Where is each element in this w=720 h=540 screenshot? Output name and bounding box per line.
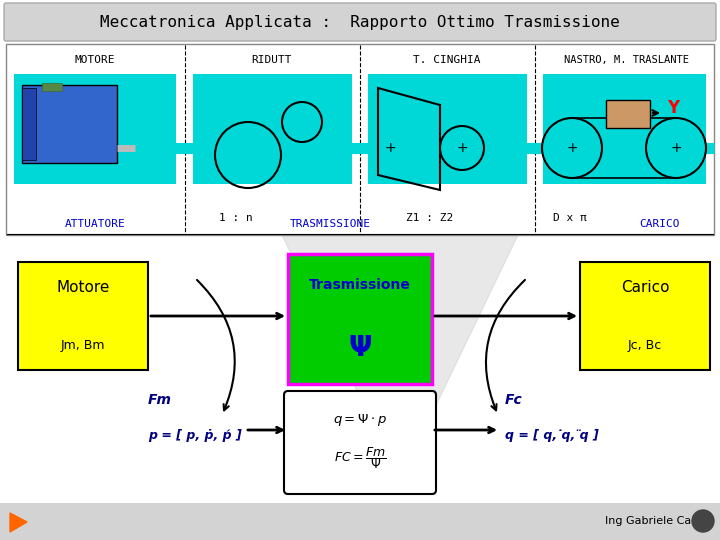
Text: D x π: D x π bbox=[553, 213, 587, 223]
Polygon shape bbox=[10, 513, 27, 532]
FancyBboxPatch shape bbox=[14, 74, 176, 184]
Text: +: + bbox=[456, 141, 468, 155]
Text: Trasmissione: Trasmissione bbox=[309, 278, 411, 292]
Text: Jc, Bc: Jc, Bc bbox=[628, 339, 662, 352]
Text: $q = \Psi \cdot p$: $q = \Psi \cdot p$ bbox=[333, 412, 387, 428]
Text: +: + bbox=[566, 141, 578, 155]
Text: Z1 : Z2: Z1 : Z2 bbox=[406, 213, 454, 223]
FancyBboxPatch shape bbox=[4, 3, 716, 41]
Text: q = [ q, ̇q, ̈q ]: q = [ q, ̇q, ̈q ] bbox=[505, 429, 599, 442]
Text: ATTUATORE: ATTUATORE bbox=[65, 219, 125, 229]
Text: Ψ: Ψ bbox=[348, 334, 372, 362]
Text: Ing Gabriele Canini: Ing Gabriele Canini bbox=[605, 516, 711, 526]
Text: T. CINGHIA: T. CINGHIA bbox=[413, 55, 481, 65]
Text: NASTRO, M. TRASLANTE: NASTRO, M. TRASLANTE bbox=[564, 55, 690, 65]
Text: Y: Y bbox=[667, 99, 679, 117]
FancyBboxPatch shape bbox=[284, 391, 436, 494]
FancyBboxPatch shape bbox=[606, 100, 650, 128]
FancyBboxPatch shape bbox=[42, 83, 62, 91]
Text: +: + bbox=[670, 141, 682, 155]
Text: Motore: Motore bbox=[56, 280, 109, 295]
Text: RIDUTT: RIDUTT bbox=[252, 55, 292, 65]
FancyBboxPatch shape bbox=[193, 74, 352, 184]
Text: Meccatronica Applicata :  Rapporto Ottimo Trasmissione: Meccatronica Applicata : Rapporto Ottimo… bbox=[100, 16, 620, 30]
Polygon shape bbox=[270, 210, 530, 480]
Text: 1 : n: 1 : n bbox=[219, 213, 253, 223]
Text: p = [ p, ṗ, ṕ ]: p = [ p, ṗ, ṕ ] bbox=[148, 429, 242, 442]
FancyBboxPatch shape bbox=[22, 85, 117, 163]
FancyBboxPatch shape bbox=[22, 88, 36, 160]
Text: Fc: Fc bbox=[505, 393, 523, 407]
Text: TRASMISSIONE: TRASMISSIONE bbox=[289, 219, 371, 229]
FancyBboxPatch shape bbox=[6, 44, 714, 235]
Text: +: + bbox=[384, 141, 396, 155]
Text: $FC = \dfrac{Fm}{\Psi}$: $FC = \dfrac{Fm}{\Psi}$ bbox=[333, 445, 387, 471]
FancyBboxPatch shape bbox=[18, 262, 148, 370]
Text: CARICO: CARICO bbox=[640, 219, 680, 229]
Text: Jm, Bm: Jm, Bm bbox=[60, 339, 105, 352]
Text: MOTORE: MOTORE bbox=[75, 55, 115, 65]
FancyBboxPatch shape bbox=[580, 262, 710, 370]
Text: Fm: Fm bbox=[148, 393, 172, 407]
FancyBboxPatch shape bbox=[0, 503, 720, 540]
Text: Carico: Carico bbox=[621, 280, 670, 295]
FancyBboxPatch shape bbox=[368, 74, 527, 184]
FancyBboxPatch shape bbox=[288, 254, 432, 384]
FancyBboxPatch shape bbox=[543, 74, 706, 184]
Circle shape bbox=[692, 510, 714, 532]
